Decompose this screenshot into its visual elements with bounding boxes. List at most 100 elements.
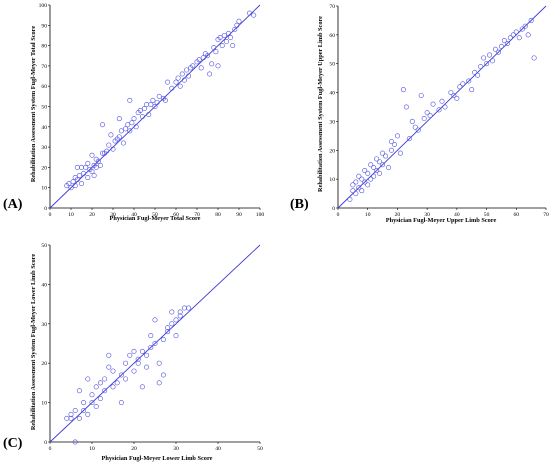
data-point-upper-limb — [400, 87, 406, 93]
data-point-upper-limb — [490, 58, 496, 64]
data-point-upper-limb — [377, 159, 383, 165]
data-point-total — [165, 79, 171, 85]
data-point-upper-limb — [374, 167, 380, 173]
data-point-total — [177, 83, 183, 89]
data-point-total — [93, 164, 99, 170]
data-point-total — [79, 181, 85, 187]
data-point-total — [186, 73, 192, 79]
data-point-upper-limb — [380, 150, 386, 156]
data-point-upper-limb — [350, 188, 356, 194]
data-point-upper-limb — [466, 78, 472, 84]
data-point-lower-limb — [144, 352, 150, 358]
data-point-total — [232, 26, 238, 32]
data-point-upper-limb — [377, 170, 383, 176]
data-point-upper-limb — [528, 17, 534, 23]
y-tick-label-lower-limb: 50 — [41, 243, 47, 249]
data-point-upper-limb — [359, 176, 365, 182]
data-point-lower-limb — [102, 376, 108, 382]
data-point-lower-limb — [169, 321, 175, 327]
data-point-lower-limb — [156, 360, 162, 366]
x-tick-label-total: 70 — [194, 212, 200, 218]
x-tick-label-lower-limb: 50 — [257, 446, 263, 452]
data-point-upper-limb — [501, 38, 507, 44]
data-point-upper-limb — [448, 90, 454, 96]
x-tick-label-upper-limb: 10 — [365, 212, 371, 218]
data-point-upper-limb — [427, 113, 433, 119]
y-tick-label-total: 40 — [41, 125, 47, 131]
data-point-lower-limb — [139, 384, 145, 390]
data-point-total — [247, 10, 253, 16]
data-point-total — [133, 124, 139, 130]
data-point-total — [175, 75, 181, 81]
data-point-lower-limb — [93, 384, 99, 390]
data-point-lower-limb — [89, 392, 95, 398]
data-point-lower-limb — [64, 415, 70, 421]
y-tick-label-lower-limb: 40 — [41, 282, 47, 288]
data-point-upper-limb — [516, 35, 522, 41]
data-point-upper-limb — [356, 173, 362, 179]
data-point-upper-limb — [368, 176, 374, 182]
x-tick-label-total: 20 — [89, 212, 95, 218]
x-tick-label-upper-limb: 0 — [337, 212, 340, 218]
x-axis-title-lower-limb: Physician Fugl-Meyer Lower Limb Score — [102, 455, 213, 462]
data-point-upper-limb — [454, 95, 460, 101]
data-point-total — [150, 97, 156, 103]
data-point-total — [179, 71, 185, 77]
data-point-upper-limb — [442, 104, 448, 110]
data-point-lower-limb — [72, 439, 78, 445]
data-point-total — [74, 177, 80, 183]
y-tick-label-total: 50 — [41, 105, 47, 111]
data-point-total — [221, 32, 227, 38]
data-point-upper-limb — [481, 55, 487, 61]
data-point-upper-limb — [362, 167, 368, 173]
x-tick-label-upper-limb: 20 — [395, 212, 401, 218]
data-point-upper-limb — [430, 101, 436, 107]
data-point-total — [205, 53, 211, 59]
data-point-lower-limb — [135, 356, 141, 362]
y-axis-title-total: Rehabilitation Assessment System Fugl-Me… — [30, 26, 37, 183]
x-tick-label-total: 50 — [152, 212, 158, 218]
data-point-lower-limb — [106, 364, 112, 370]
data-point-upper-limb — [487, 52, 493, 58]
data-point-lower-limb — [144, 364, 150, 370]
data-point-lower-limb — [118, 372, 124, 378]
data-point-total — [213, 49, 219, 55]
data-point-total — [236, 18, 242, 24]
data-point-total — [173, 79, 179, 85]
data-point-total — [251, 12, 257, 18]
data-point-total — [154, 99, 160, 105]
data-point-upper-limb — [492, 46, 498, 52]
data-point-lower-limb — [165, 325, 171, 331]
data-point-lower-limb — [173, 317, 179, 323]
y-axis-title-upper-limb: Rehabilitation Assessment System Fugl-Me… — [317, 16, 324, 192]
scatter-plot-upper-limb: 0 10 20 30 40 50 60 70 0 10 20 30 40 50 60 70 — [329, 4, 549, 218]
y-tick-label-upper-limb: 50 — [329, 62, 335, 68]
data-point-total — [152, 104, 158, 110]
data-point-upper-limb — [522, 23, 528, 29]
data-point-lower-limb — [81, 400, 87, 406]
data-point-total — [97, 162, 103, 168]
data-point-total — [116, 116, 122, 122]
data-point-lower-limb — [68, 415, 74, 421]
data-point-total — [100, 150, 106, 156]
data-point-total — [95, 158, 101, 164]
data-point-upper-limb — [504, 41, 510, 47]
data-point-total — [85, 160, 91, 166]
data-point-upper-limb — [409, 118, 415, 124]
data-point-total — [108, 132, 114, 138]
data-point-lower-limb — [123, 376, 129, 382]
data-point-lower-limb — [173, 333, 179, 339]
data-point-lower-limb — [85, 411, 91, 417]
data-point-lower-limb — [97, 380, 103, 386]
x-tick-label-total: 30 — [110, 212, 116, 218]
data-point-total — [146, 112, 152, 118]
data-point-total — [196, 57, 202, 63]
data-point-lower-limb — [139, 348, 145, 354]
data-point-total — [207, 71, 213, 77]
data-point-upper-limb — [391, 142, 397, 148]
y-tick-label-upper-limb: 0 — [332, 206, 335, 212]
data-point-upper-limb — [472, 69, 478, 75]
data-point-upper-limb — [359, 188, 365, 194]
data-point-lower-limb — [156, 380, 162, 386]
